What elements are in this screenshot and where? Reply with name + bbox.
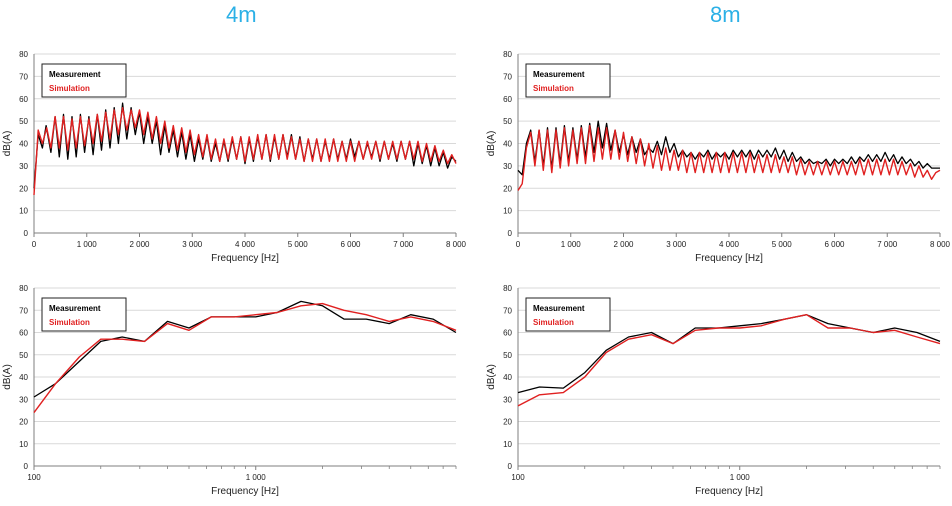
y-tick-label: 10	[19, 207, 28, 216]
legend-box	[525, 297, 611, 332]
x-tick-label: 7 000	[877, 240, 898, 249]
x-tick-label: 3 000	[666, 240, 687, 249]
series-line-measurement	[33, 300, 457, 398]
x-tick-label: 8 000	[930, 240, 951, 249]
legend-entry-simulation: Simulation	[533, 84, 574, 93]
legend-entry-measurement: Measurement	[49, 70, 101, 79]
y-tick-label: 40	[503, 373, 512, 382]
y-tick-label: 70	[503, 306, 512, 315]
y-tick-label: 80	[503, 284, 512, 293]
x-tick-label: 1 000	[246, 473, 267, 482]
x-tick-label: 3 000	[182, 240, 203, 249]
y-tick-label: 80	[19, 284, 28, 293]
legend-entry-measurement: Measurement	[49, 304, 101, 313]
legend-entry-simulation: Simulation	[49, 84, 90, 93]
y-tick-label: 70	[503, 72, 512, 81]
y-tick-label: 30	[19, 162, 28, 171]
y-tick-label: 10	[503, 440, 512, 449]
y-tick-label: 0	[508, 462, 513, 471]
y-axis-label: dB(A)	[486, 364, 497, 390]
chart-octave-8m: 0 10 20 30 40 50 60 70 80 100 1 000 Frequency [Hz] d…	[486, 284, 941, 497]
y-tick-label: 0	[24, 229, 29, 238]
y-tick-label: 40	[19, 373, 28, 382]
x-tick-label: 5 000	[772, 240, 793, 249]
x-tick-label: 2 000	[613, 240, 634, 249]
column-title-8m: 8m	[710, 2, 741, 27]
x-axis-label: Frequency [Hz]	[211, 486, 279, 497]
y-tick-label: 70	[19, 72, 28, 81]
y-axis-label: dB(A)	[2, 364, 13, 390]
y-tick-label: 0	[24, 462, 29, 471]
y-tick-label: 60	[503, 329, 512, 338]
x-tick-label: 8 000	[446, 240, 467, 249]
y-tick-label: 50	[19, 351, 28, 360]
series-line-simulation	[517, 124, 941, 191]
legend-entry-measurement: Measurement	[533, 304, 585, 313]
x-tick-label: 1 000	[561, 240, 582, 249]
chart-narrowband-4m: 0 10 20 30 40 50 60 70 80 0 1 000 2 000 3 000 4 000 5 …	[2, 50, 467, 264]
y-tick-label: 10	[19, 440, 28, 449]
column-title-4m: 4m	[226, 2, 257, 27]
y-tick-label: 40	[19, 140, 28, 149]
x-axis-label: Frequency [Hz]	[695, 486, 763, 497]
x-tick-label: 100	[511, 473, 525, 482]
x-tick-label: 7 000	[393, 240, 414, 249]
legend-entry-simulation: Simulation	[49, 318, 90, 327]
y-tick-label: 0	[508, 229, 513, 238]
x-tick-label: 4 000	[719, 240, 740, 249]
y-tick-label: 80	[19, 50, 28, 59]
x-tick-label: 1 000	[77, 240, 98, 249]
x-tick-label: 0	[32, 240, 37, 249]
y-tick-label: 70	[19, 306, 28, 315]
y-tick-label: 40	[503, 140, 512, 149]
y-tick-label: 60	[503, 95, 512, 104]
series-line-simulation	[517, 314, 941, 407]
y-tick-label: 30	[503, 395, 512, 404]
y-tick-label: 20	[503, 184, 512, 193]
x-tick-label: 6 000	[824, 240, 845, 249]
legend-entry-measurement: Measurement	[533, 70, 585, 79]
x-tick-label: 6 000	[340, 240, 361, 249]
x-tick-label: 4 000	[235, 240, 256, 249]
x-axis-label: Frequency [Hz]	[695, 253, 763, 264]
x-tick-label: 5 000	[288, 240, 309, 249]
legend-box	[41, 63, 127, 98]
legend-box	[41, 297, 127, 332]
chart-narrowband-8m: 0 10 20 30 40 50 60 70 80 0 1 000 2 000 3 000 4 000 5 …	[486, 50, 951, 264]
y-tick-label: 20	[19, 418, 28, 427]
y-tick-label: 50	[19, 117, 28, 126]
y-tick-label: 50	[503, 117, 512, 126]
y-tick-label: 80	[503, 50, 512, 59]
x-tick-label: 100	[27, 473, 41, 482]
y-tick-label: 30	[19, 395, 28, 404]
legend-entry-simulation: Simulation	[533, 318, 574, 327]
legend-box	[525, 63, 611, 98]
y-tick-label: 50	[503, 351, 512, 360]
y-tick-label: 20	[19, 184, 28, 193]
x-axis-label: Frequency [Hz]	[211, 253, 279, 264]
y-axis-label: dB(A)	[2, 131, 13, 157]
chart-octave-4m: 0 10 20 30 40 50 60 70 80 100 1 000 Frequency [Hz] d…	[2, 284, 457, 497]
y-axis-label: dB(A)	[486, 131, 497, 157]
series-line-simulation	[33, 302, 457, 414]
series-line-simulation	[33, 107, 457, 196]
x-tick-label: 2 000	[129, 240, 150, 249]
y-tick-label: 60	[19, 95, 28, 104]
y-tick-label: 20	[503, 418, 512, 427]
x-tick-label: 1 000	[730, 473, 751, 482]
y-tick-label: 60	[19, 329, 28, 338]
y-tick-label: 30	[503, 162, 512, 171]
x-tick-label: 0	[516, 240, 521, 249]
y-tick-label: 10	[503, 207, 512, 216]
